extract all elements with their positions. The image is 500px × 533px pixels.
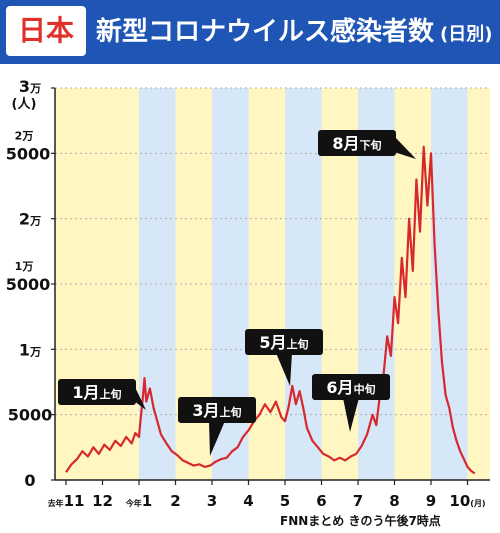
band-tail (467, 88, 490, 480)
annotation-pointer-4 (394, 136, 416, 159)
annotation-pointer-2 (276, 353, 292, 386)
annotation-label-3: 6月中旬 (326, 378, 375, 397)
x-tick-label-5: 4 (243, 492, 253, 510)
y-tick-label-6: 0 (24, 471, 35, 490)
y-tick-label-top-3: 1万 (15, 260, 34, 273)
annotation-box-1 (178, 397, 256, 423)
annotation-box-3 (312, 374, 390, 400)
annotation-label-0: 1月上旬 (72, 383, 121, 402)
x-tick-label-10: 9 (426, 492, 436, 510)
x-tick-label-6: 5 (280, 492, 290, 510)
x-tick-label-4: 3 (207, 492, 217, 510)
y-tick-label-3: 5000 (6, 275, 51, 294)
x-tick-label-11: 10(月) (449, 492, 485, 510)
annotation-0: 1月上旬 (58, 379, 146, 410)
y-tick-label-1: 5000 (6, 144, 51, 163)
y-tick-label-5: 5000 (8, 406, 53, 425)
x-tick-labels: 去年11 12 今年1 2 3 4 5 6 7 8 9 10(月) (48, 492, 486, 510)
x-tick-label-9: 8 (389, 492, 399, 510)
chart-title-sub: (日別) (440, 24, 493, 45)
axes (51, 87, 490, 485)
annotations: 1月上旬 3月上旬 5月上旬 6月中旬 8月下旬 (58, 130, 416, 456)
y-tick-label-top-1: 2万 (15, 129, 34, 142)
x-tick-label-8: 7 (353, 492, 363, 510)
y-unit-label: (人) (12, 96, 37, 112)
annotation-pointer-3 (343, 398, 359, 432)
x-tick-label-2: 今年1 (125, 492, 152, 510)
x-tick-label-1: 12 (92, 492, 113, 510)
annotation-3: 6月中旬 (312, 374, 390, 432)
y-tick-label-2: 2万 (19, 210, 41, 229)
annotation-pointer-1 (209, 421, 225, 456)
header-bar: 日本 新型コロナウイルス感染者数 (日別) (0, 0, 500, 64)
y-tick-labels: (人)3万 2万 5000 2万 1万 5000 1万 5000 0 (6, 77, 53, 490)
annotation-2: 5月上旬 (245, 329, 323, 386)
country-label: 日本 (17, 14, 74, 47)
y-tick-label-4: 1万 (19, 340, 41, 359)
annotation-label-2: 5月上旬 (259, 333, 308, 352)
annotation-1: 3月上旬 (178, 397, 256, 456)
annotation-box-4 (318, 130, 396, 156)
x-tick-label-0: 去年11 (48, 492, 85, 510)
annotation-box-2 (245, 329, 323, 355)
x-tick-label-7: 6 (316, 492, 326, 510)
series-line-cases (65, 145, 476, 475)
annotation-label-4: 8月下旬 (332, 134, 381, 153)
x-tick-label-3: 2 (170, 492, 180, 510)
source-note: FNNまとめ きのう午後7時点 (280, 514, 441, 528)
country-badge: 日本 (6, 6, 86, 56)
annotation-label-1: 3月上旬 (192, 401, 241, 420)
annotation-4: 8月下旬 (318, 130, 416, 159)
chart-title-main: 新型コロナウイルス感染者数 (96, 17, 435, 47)
y-tick-label-0: 3万 (19, 77, 41, 96)
chart-title: 新型コロナウイルス感染者数 (日別) (96, 0, 492, 64)
annotation-box-0 (58, 379, 136, 405)
line-chart: (人)3万 2万 5000 2万 1万 5000 1万 5000 0 去年11 12 今年1 2 3 4 5… (6, 77, 490, 510)
annotation-pointer-0 (134, 385, 146, 410)
